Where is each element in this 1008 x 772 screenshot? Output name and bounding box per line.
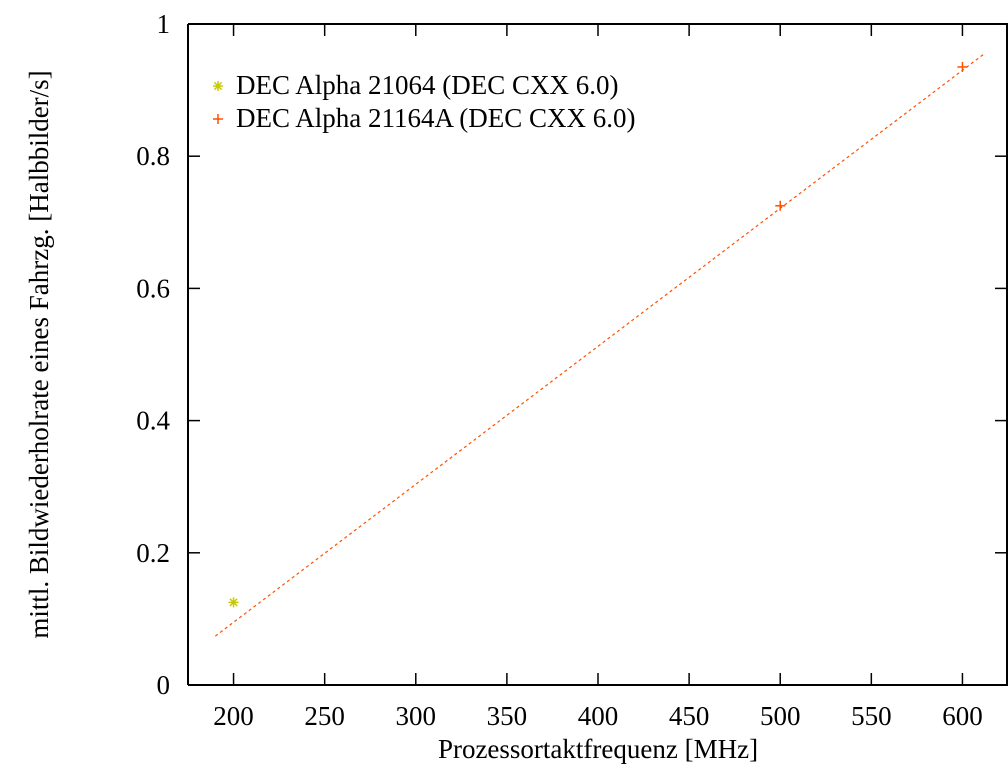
y-tick-label: 1 bbox=[157, 9, 171, 39]
data-points-layer bbox=[228, 61, 968, 608]
y-tick-label: 0 bbox=[157, 670, 171, 700]
x-tick-label: 300 bbox=[396, 701, 437, 731]
data-point-series-1 bbox=[228, 597, 239, 608]
y-tick-label: 0.8 bbox=[136, 141, 170, 171]
y-tick-label: 0.4 bbox=[136, 406, 170, 436]
legend-marker-series-2 bbox=[213, 114, 223, 124]
y-axis-label: mittl. Bildwiederholrate eines Fahrzg. [… bbox=[24, 70, 54, 638]
fit-line bbox=[214, 53, 985, 637]
data-point-series-2 bbox=[775, 200, 786, 211]
data-point-series-2 bbox=[957, 61, 968, 72]
legend: DEC Alpha 21064 (DEC CXX 6.0)DEC Alpha 2… bbox=[213, 70, 636, 133]
x-tick-label: 550 bbox=[851, 701, 892, 731]
x-tick-label: 450 bbox=[669, 701, 710, 731]
legend-label-series-2: DEC Alpha 21164A (DEC CXX 6.0) bbox=[236, 103, 636, 133]
x-tick-label: 200 bbox=[213, 701, 254, 731]
fit-line-layer bbox=[214, 53, 985, 637]
x-tick-label: 350 bbox=[487, 701, 528, 731]
x-tick-label: 600 bbox=[942, 701, 983, 731]
legend-label-series-1: DEC Alpha 21064 (DEC CXX 6.0) bbox=[236, 70, 618, 100]
x-tick-label: 250 bbox=[304, 701, 345, 731]
y-tick-label: 0.6 bbox=[136, 273, 170, 303]
ticks-layer: 200 250 300 350 400 450 500 550 600 0 0.2 0.4 0.6 0.8… bbox=[136, 9, 1007, 731]
legend-marker-series-1 bbox=[213, 81, 223, 91]
y-tick-label: 0.2 bbox=[136, 538, 170, 568]
x-tick-label: 500 bbox=[760, 701, 801, 731]
x-axis-label: Prozessortaktfrequenz [MHz] bbox=[438, 734, 758, 764]
x-tick-label: 400 bbox=[578, 701, 619, 731]
